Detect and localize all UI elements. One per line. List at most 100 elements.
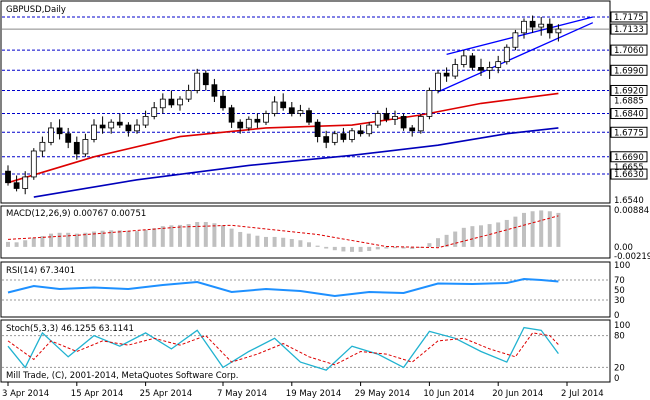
candlesticks [5,15,562,195]
candle-up [151,107,158,117]
date-label: 25 Apr 2014 [140,389,193,399]
level-label-box [610,84,648,96]
macd-bar [522,212,526,247]
candle-down [56,127,63,135]
candle-up [426,90,433,117]
macd-bar [453,231,458,247]
date-label: 29 May 2014 [355,389,410,399]
macd-bar [83,232,88,247]
symbol-title: GBPUSD,Daily [6,5,66,15]
macd-bar [547,211,552,247]
macd-bar [221,225,225,247]
macd-bar [358,246,363,252]
candle-up [82,139,89,155]
candle-up [538,23,545,28]
macd-scale-label: 0.00884 [614,206,649,216]
candle-down [323,136,330,143]
macd-bar [332,246,337,251]
macd-bar [289,239,294,247]
ma-fast-line [7,92,559,184]
candle-up [30,150,37,178]
macd-bar [229,228,234,247]
trend-channel [437,16,594,93]
candle-down [125,124,132,132]
date-label: 19 May 2014 [286,389,341,399]
macd-bar [49,233,53,247]
stoch-plot [2,326,609,371]
candle-up [177,98,183,106]
level-label-box [610,126,648,138]
level-label-box [610,11,648,23]
candle-down [409,127,416,132]
level-label-box [610,108,648,120]
macd-bar [66,232,71,247]
candle-down [99,124,106,129]
macd-bar [350,246,354,252]
candle-down [237,121,244,129]
macd-bar [74,233,79,247]
macd-bar [169,225,174,247]
candle-up [159,98,166,109]
macd-bar [410,246,415,249]
stoch-panel[interactable]: Stoch(5,3,3) 46.1255 63.1141 Mill Trade,… [0,319,611,383]
date-label: 3 Apr 2014 [2,389,49,399]
rsi-panel[interactable]: RSI(14) 67.3401 [0,261,611,318]
macd-bar [126,230,131,247]
candle-up [486,67,493,71]
date-label: 2 Jul 2014 [561,389,604,399]
macd-bar [152,228,157,247]
current-price-box [610,23,648,35]
candle-up [417,116,424,132]
price-panel-frame [0,0,611,204]
macd-bar [6,241,10,247]
candle-down [529,20,536,28]
macd-bar [31,237,36,247]
macd-bar [367,246,372,252]
level-label: 1.7060 [614,46,644,56]
macd-bar [281,237,286,247]
level-label: 1.6840 [614,110,644,120]
price-axis: 1.7175 1.7060 1.6990 1.6920 1.6840 1.6775 1.66… [610,11,648,206]
macd-bar [418,246,423,248]
macd-bar [341,246,346,252]
price-tick-label: 1.6655 [614,163,644,173]
level-label-box [610,151,648,163]
macd-bar [14,242,19,247]
moving-averages [7,92,559,198]
candle-up [185,90,192,100]
candle-down [478,67,484,71]
macd-panel[interactable]: MACD(12,26,9) 0.00767 0.00751 [0,205,611,259]
stoch-label: Stoch(5,3,3) 46.1255 63.1141 [6,324,134,334]
macd-bar [298,240,303,247]
rsi-scale-label: 0 [614,311,619,321]
candle-up [435,72,441,91]
candle-up [271,101,278,114]
candle-down [254,118,261,123]
candle-down [469,55,476,68]
candle-up [503,46,510,63]
macd-bar [143,229,148,247]
channel-lower-line [437,22,594,93]
candle-up [521,20,527,34]
candle-down [546,23,553,34]
macd-bar [246,233,251,247]
ma-slow-line [33,127,559,198]
macd-bar [556,212,561,247]
macd-bar [238,231,243,247]
macd-bar [255,235,260,247]
macd-scale-label: -0.00219 [614,252,650,262]
macd-bar [504,219,509,247]
macd-bar [436,238,440,247]
price-panel[interactable]: GBPUSD,Daily [0,0,611,204]
rsi-label: RSI(14) 67.3401 [6,266,75,276]
level-label: 1.6990 [614,66,644,76]
macd-signal-line [7,215,559,249]
macd-bar [307,242,311,247]
macd-bar [212,223,217,247]
macd-bar [57,232,62,247]
macd-bar [264,236,268,247]
candle-down [400,116,407,129]
macd-plot [6,210,561,252]
macd-bar [92,231,96,247]
